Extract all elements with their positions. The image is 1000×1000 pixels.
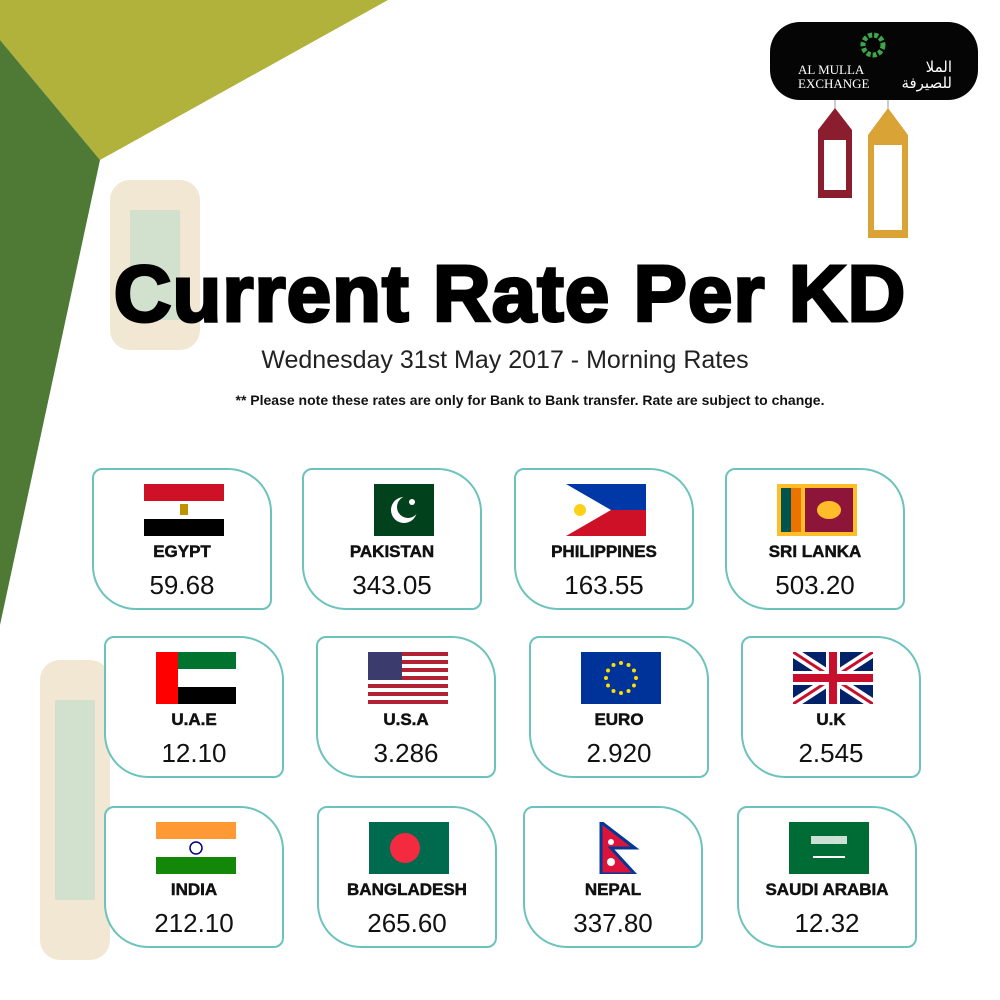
rate-card: INDIA 212.10 <box>104 806 284 948</box>
country-name: PAKISTAN <box>349 542 435 562</box>
country-name: PHILIPPINES <box>551 542 657 562</box>
country-name: EGYPT <box>153 542 211 562</box>
logo-icon <box>860 32 886 58</box>
rate-card: EGYPT 59.68 <box>92 468 272 610</box>
logo-text: AL MULLA <box>798 62 865 77</box>
rate-card: EURO 2.920 <box>529 636 709 778</box>
country-name: INDIA <box>170 880 218 900</box>
rate-card: BANGLADESH 265.60 <box>317 806 497 948</box>
rate-card: NEPAL 337.80 <box>523 806 703 948</box>
country-name: EURO <box>594 710 644 730</box>
exchange-rate: 337.80 <box>573 908 653 938</box>
country-name: SRI LANKA <box>768 542 862 562</box>
flag <box>566 484 646 536</box>
rate-card: SRI LANKA 503.20 <box>725 468 905 610</box>
country-name: BANGLADESH <box>347 880 467 900</box>
exchange-rate: 265.60 <box>367 908 447 938</box>
flag <box>369 822 449 874</box>
logo-text: الملا <box>925 58 952 76</box>
exchange-rate: 3.286 <box>373 738 439 768</box>
rate-card: PHILIPPINES 163.55 <box>514 468 694 610</box>
flag <box>368 652 448 704</box>
logo: AL MULLA EXCHANGE الملا للصيرفة <box>770 22 978 100</box>
flag <box>789 822 869 874</box>
flag <box>777 484 857 536</box>
logo-text: EXCHANGE <box>798 76 870 91</box>
flag <box>581 652 661 704</box>
rate-card: U.A.E 12.10 <box>104 636 284 778</box>
exchange-rate: 163.55 <box>564 570 644 600</box>
rate-card: PAKISTAN 343.05 <box>302 468 482 610</box>
logo-text: للصيرفة <box>901 74 952 92</box>
flag <box>156 822 236 874</box>
exchange-rate: 2.545 <box>798 738 864 768</box>
rate-card: U.K 2.545 <box>741 636 921 778</box>
exchange-rate: 343.05 <box>352 570 432 600</box>
flag <box>793 652 873 704</box>
flag <box>156 652 236 704</box>
title: Current Rate Per KD <box>112 248 907 340</box>
country-name: U.A.E <box>171 710 217 730</box>
flag <box>599 822 640 874</box>
exchange-rate: 2.920 <box>586 738 652 768</box>
rate-card: U.S.A 3.286 <box>316 636 496 778</box>
country-name: U.K <box>816 710 846 730</box>
exchange-rate: 12.10 <box>161 738 227 768</box>
exchange-rate: 59.68 <box>149 570 215 600</box>
rate-card: SAUDI ARABIA 12.32 <box>737 806 917 948</box>
flag <box>354 484 434 536</box>
exchange-rate: 12.32 <box>794 908 860 938</box>
exchange-rate: 503.20 <box>775 570 855 600</box>
country-name: NEPAL <box>584 880 642 900</box>
note: ** Please note these rates are only for … <box>235 392 825 408</box>
exchange-rate: 212.10 <box>154 908 234 938</box>
flag <box>144 484 224 536</box>
country-name: SAUDI ARABIA <box>765 880 889 900</box>
country-name: U.S.A <box>383 710 429 730</box>
subtitle: Wednesday 31st May 2017 - Morning Rates <box>261 346 749 374</box>
